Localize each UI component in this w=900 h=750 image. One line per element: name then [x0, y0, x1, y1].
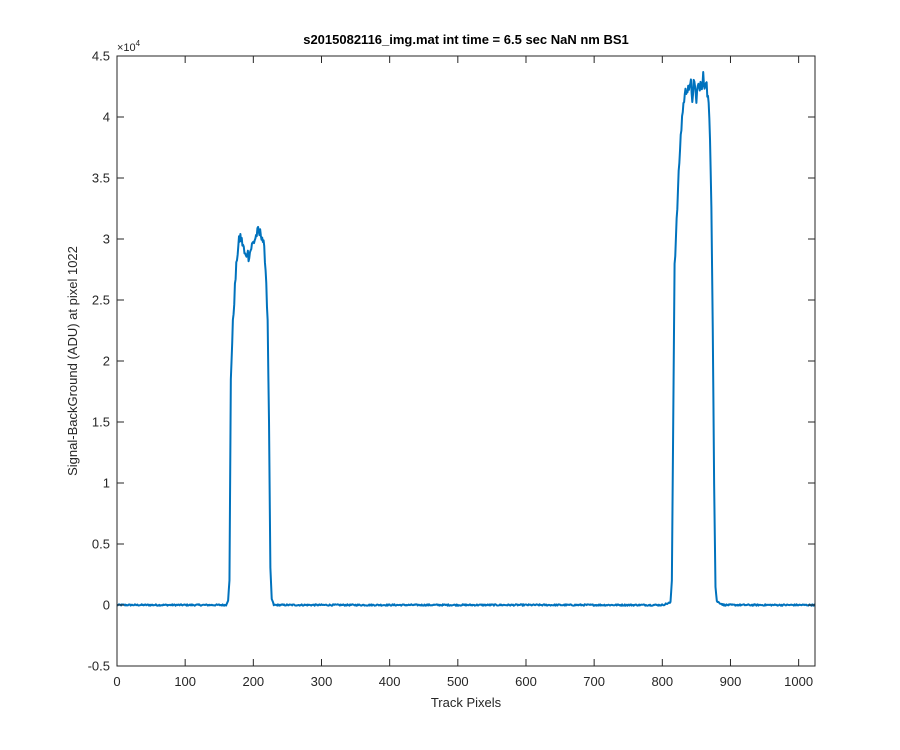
x-tick-label-2: 200 — [242, 674, 264, 689]
y-axis: -0.5 0 0.5 1 1.5 2 2.5 3 3.5 4 4.5 — [88, 49, 815, 674]
y-exponent-label: ×104 — [117, 39, 141, 54]
x-tick-label-4: 400 — [379, 674, 401, 689]
x-tick-label-0: 0 — [113, 674, 120, 689]
plot-area — [117, 56, 815, 666]
chart-title: s2015082116_img.mat int time = 6.5 sec N… — [303, 32, 629, 47]
x-tick-label-9: 900 — [720, 674, 742, 689]
y-tick-label-0: -0.5 — [88, 659, 110, 674]
y-tick-label-3: 1 — [103, 476, 110, 491]
y-tick-label-10: 4.5 — [92, 49, 110, 64]
series-layer — [116, 71, 816, 607]
x-axis: 0 100 200 300 400 500 600 700 800 900 1000 — [113, 56, 813, 689]
x-tick-label-7: 700 — [583, 674, 605, 689]
x-tick-label-1: 100 — [174, 674, 196, 689]
y-tick-label-7: 3 — [103, 232, 110, 247]
y-tick-label-1: 0 — [103, 598, 110, 613]
y-tick-label-5: 2 — [103, 354, 110, 369]
y-exponent-base: ×10 — [117, 42, 136, 54]
y-tick-label-8: 3.5 — [92, 171, 110, 186]
y-tick-label-6: 2.5 — [92, 293, 110, 308]
y-tick-label-9: 4 — [103, 110, 110, 125]
y-tick-label-4: 1.5 — [92, 415, 110, 430]
y-axis-label: Signal-BackGround (ADU) at pixel 1022 — [65, 246, 80, 476]
x-tick-label-8: 800 — [651, 674, 673, 689]
y-tick-label-2: 0.5 — [92, 537, 110, 552]
x-axis-label: Track Pixels — [431, 695, 502, 710]
y-exponent-power: 4 — [136, 39, 141, 48]
x-tick-label-10: 1000 — [784, 674, 813, 689]
x-tick-label-5: 500 — [447, 674, 469, 689]
x-tick-label-6: 600 — [515, 674, 537, 689]
series-line-0 — [116, 71, 816, 607]
x-tick-label-3: 300 — [311, 674, 333, 689]
